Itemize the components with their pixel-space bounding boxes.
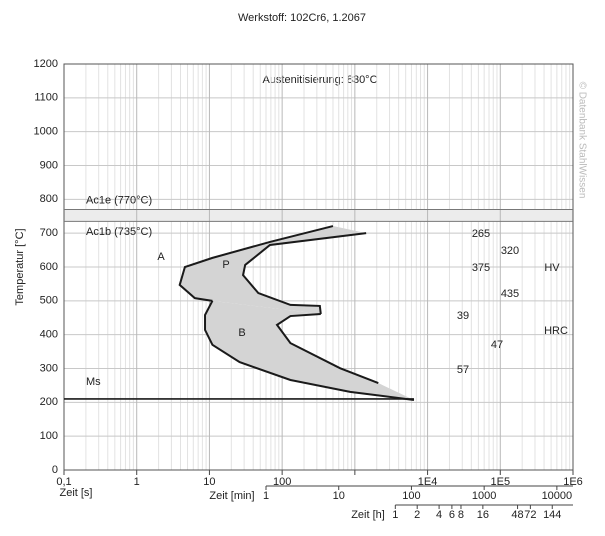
ref-label: Ac1b (735°C) bbox=[86, 226, 152, 238]
axis-tick-label: 100 bbox=[402, 490, 420, 502]
ac1-band bbox=[64, 209, 573, 222]
ms-label: Ms bbox=[86, 376, 101, 388]
y-tick-label: 1200 bbox=[34, 58, 58, 70]
axis-tick-label: 1 bbox=[263, 490, 269, 502]
y-tick-label: 600 bbox=[40, 261, 58, 273]
axis-tick-label: 4 bbox=[436, 509, 442, 521]
curve bbox=[178, 225, 334, 302]
watermark: © Datenbank StahlWissen bbox=[576, 82, 587, 199]
axis-tick-label: 10 bbox=[333, 490, 345, 502]
hardness-unit: HRC bbox=[544, 325, 568, 337]
hardness-value: 375 bbox=[472, 262, 490, 274]
y-tick-label: 400 bbox=[40, 329, 58, 341]
axis-label: Zeit [h] bbox=[351, 509, 385, 521]
hardness-value: 57 bbox=[457, 364, 469, 376]
curve bbox=[204, 300, 415, 401]
y-tick-label: 1100 bbox=[34, 92, 58, 104]
y-tick-label: 300 bbox=[40, 362, 58, 374]
x-tick-label: 1E4 bbox=[418, 476, 438, 488]
y-tick-label: 200 bbox=[40, 396, 58, 408]
y-tick-label: 900 bbox=[40, 159, 58, 171]
y-tick-label: 0 bbox=[52, 464, 58, 476]
axis-tick-label: 48 bbox=[511, 509, 523, 521]
hardness-value: 320 bbox=[501, 245, 519, 257]
x-tick-label: 1E6 bbox=[563, 476, 583, 488]
region-fill bbox=[179, 226, 367, 315]
region-label: B bbox=[238, 327, 245, 339]
axis-label: Zeit [min] bbox=[209, 490, 254, 502]
axis-tick-label: 6 bbox=[449, 509, 455, 521]
hardness-value: 39 bbox=[457, 310, 469, 322]
axis-tick-label: 2 bbox=[414, 509, 420, 521]
y-tick-label: 100 bbox=[40, 430, 58, 442]
hardness-value: 435 bbox=[501, 288, 519, 300]
x-tick-label: 1 bbox=[134, 476, 140, 488]
x-tick-label: 0,1 bbox=[56, 476, 71, 488]
x-tick-label: 10 bbox=[203, 476, 215, 488]
curve bbox=[275, 313, 379, 384]
x-tick-label: 1E5 bbox=[490, 476, 510, 488]
x-axis-label: Zeit [s] bbox=[59, 487, 92, 499]
y-tick-label: 700 bbox=[40, 227, 58, 239]
region-fill bbox=[205, 300, 414, 400]
x-tick-label: 100 bbox=[273, 476, 291, 488]
axis-tick-label: 144 bbox=[543, 509, 561, 521]
axis-tick-label: 1000 bbox=[472, 490, 496, 502]
axis-tick-label: 16 bbox=[477, 509, 489, 521]
axis-tick-label: 8 bbox=[458, 509, 464, 521]
chart-title: Werkstoff: 102Cr6, 1.2067 bbox=[238, 12, 366, 24]
region-label: P bbox=[222, 259, 229, 271]
y-tick-label: 800 bbox=[40, 193, 58, 205]
curve bbox=[241, 232, 367, 315]
axis-tick-label: 10000 bbox=[542, 490, 573, 502]
region-label: A bbox=[157, 251, 165, 263]
hardness-unit: HV bbox=[544, 262, 560, 274]
subtitle: Austenitisierung: 830°C bbox=[262, 74, 377, 86]
hardness-value: 47 bbox=[491, 339, 503, 351]
ref-label: Ac1e (770°C) bbox=[86, 194, 152, 206]
y-tick-label: 1000 bbox=[34, 126, 58, 138]
y-axis-label: Temperatur [°C] bbox=[14, 228, 26, 305]
hardness-value: 265 bbox=[472, 228, 490, 240]
axis-tick-label: 72 bbox=[524, 509, 536, 521]
y-tick-label: 500 bbox=[40, 295, 58, 307]
axis-tick-label: 1 bbox=[392, 509, 398, 521]
plot-frame bbox=[63, 63, 574, 471]
